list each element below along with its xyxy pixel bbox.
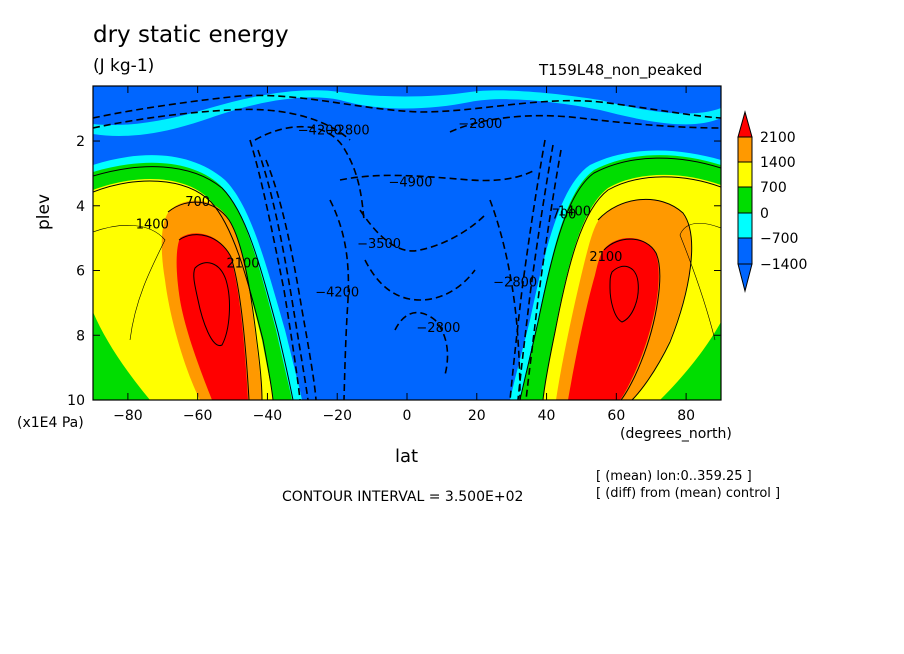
nh-green-lower [660,322,721,400]
contour-label: 700 [552,208,577,223]
contour-label: −4200 [315,285,359,300]
contour-line [519,157,721,400]
contour-label: −2800 [326,124,370,139]
y-tick-label: 10 [67,393,85,409]
contour-line [93,180,274,400]
x-tick-label: −40 [253,408,283,424]
y-tick-label: 6 [76,264,85,280]
y-axis-multiplier: (x1E4 Pa) [17,415,84,431]
contour-line [167,201,263,400]
sh-green-lower [93,312,150,400]
colorbar-swatch [737,212,753,239]
contour-line [265,159,317,400]
contour-line [525,149,562,400]
chart-title: dry static energy [93,22,289,48]
colorbar: 2100 1400 700 0 −700 −1400 [737,110,807,293]
x-tick-label: −60 [183,408,213,424]
contour-line [679,222,721,341]
nh-positive-lobe [510,150,721,400]
y-tick-label: 4 [76,199,85,215]
contour-line [364,259,476,301]
contour-line [597,198,693,400]
contour-line [517,144,554,400]
y-tick-label: 8 [76,328,85,344]
colorbar-label: −700 [760,231,798,247]
contour-line [93,94,721,119]
nh-red [568,237,659,400]
x-tick-label: −20 [322,408,352,424]
contour-line [254,125,365,221]
colorbar-swatch [737,136,753,163]
contour-line [329,199,350,400]
x-tick-label: 40 [538,408,556,424]
note-diff: [ (diff) from (mean) control ] [596,486,781,501]
x-axis-ticks: −80 −60 −40 −20 0 20 40 60 80 [113,86,695,424]
plot-area [93,86,721,400]
contour-line [339,169,536,182]
colorbar-label: −1400 [760,257,807,273]
x-axis-units: (degrees_north) [620,426,732,442]
contour-line [178,234,250,400]
colorbar-label: 700 [760,180,787,196]
colorbar-extend-high [737,110,753,138]
x-tick-label: −80 [113,408,143,424]
contour-line [609,265,639,323]
contour-label: −4900 [388,175,432,190]
contour-label: −3500 [357,237,401,252]
positive-contours [93,157,721,400]
contour-label: −2800 [493,276,537,291]
x-axis-label: lat [395,446,419,467]
colorbar-labels: 2100 1400 700 0 −700 −1400 [760,130,807,273]
contour-line [449,114,721,133]
contour-line [257,149,309,400]
chart-units: (J kg-1) [93,56,155,76]
colorbar-label: 1400 [760,155,796,171]
x-tick-label: 0 [403,408,412,424]
contour-line [509,139,546,400]
contour-line [249,139,301,400]
y-axis-ticks: 2 4 6 8 10 [67,134,721,409]
colorbar-swatch [737,186,753,214]
contour-label: 1400 [558,204,591,219]
y-tick-label: 2 [76,134,85,150]
contour-line [359,209,486,252]
note-mean: [ (mean) lon:0..359.25 ] [596,469,752,484]
contour-label: 700 [185,195,210,210]
colorbar-swatch [737,161,753,188]
field-cyan-top [93,86,721,137]
contour-label: −4200 [298,124,342,139]
sh-red [176,233,248,400]
colorbar-swatch [737,237,753,265]
negative-contours [93,94,721,400]
colorbar-label: 2100 [760,130,796,146]
contour-labels: 2100 210014001400700700−4900−3500−4200−28… [136,117,623,336]
contour-line [193,262,230,346]
contour-label: 1400 [136,217,169,232]
contour-line [603,238,661,400]
x-tick-label: 60 [607,408,625,424]
colorbar-extend-low [737,263,753,293]
contour-label: 2100 [589,250,622,265]
contour-line [394,311,449,376]
contour-label: 2100 [226,256,259,271]
contour-line [93,108,351,141]
colorbar-label: 0 [760,206,769,222]
run-label: T159L48_non_peaked [539,61,703,79]
x-tick-label: 80 [677,408,695,424]
contour-line [93,225,166,341]
x-tick-label: 20 [468,408,486,424]
contour-line [93,166,294,400]
contour-label: −2800 [458,117,502,132]
contour-interval: CONTOUR INTERVAL = 3.500E+02 [282,489,524,505]
contour-line [489,199,521,400]
contour-line [542,176,721,400]
contour-label: −2800 [416,321,460,336]
